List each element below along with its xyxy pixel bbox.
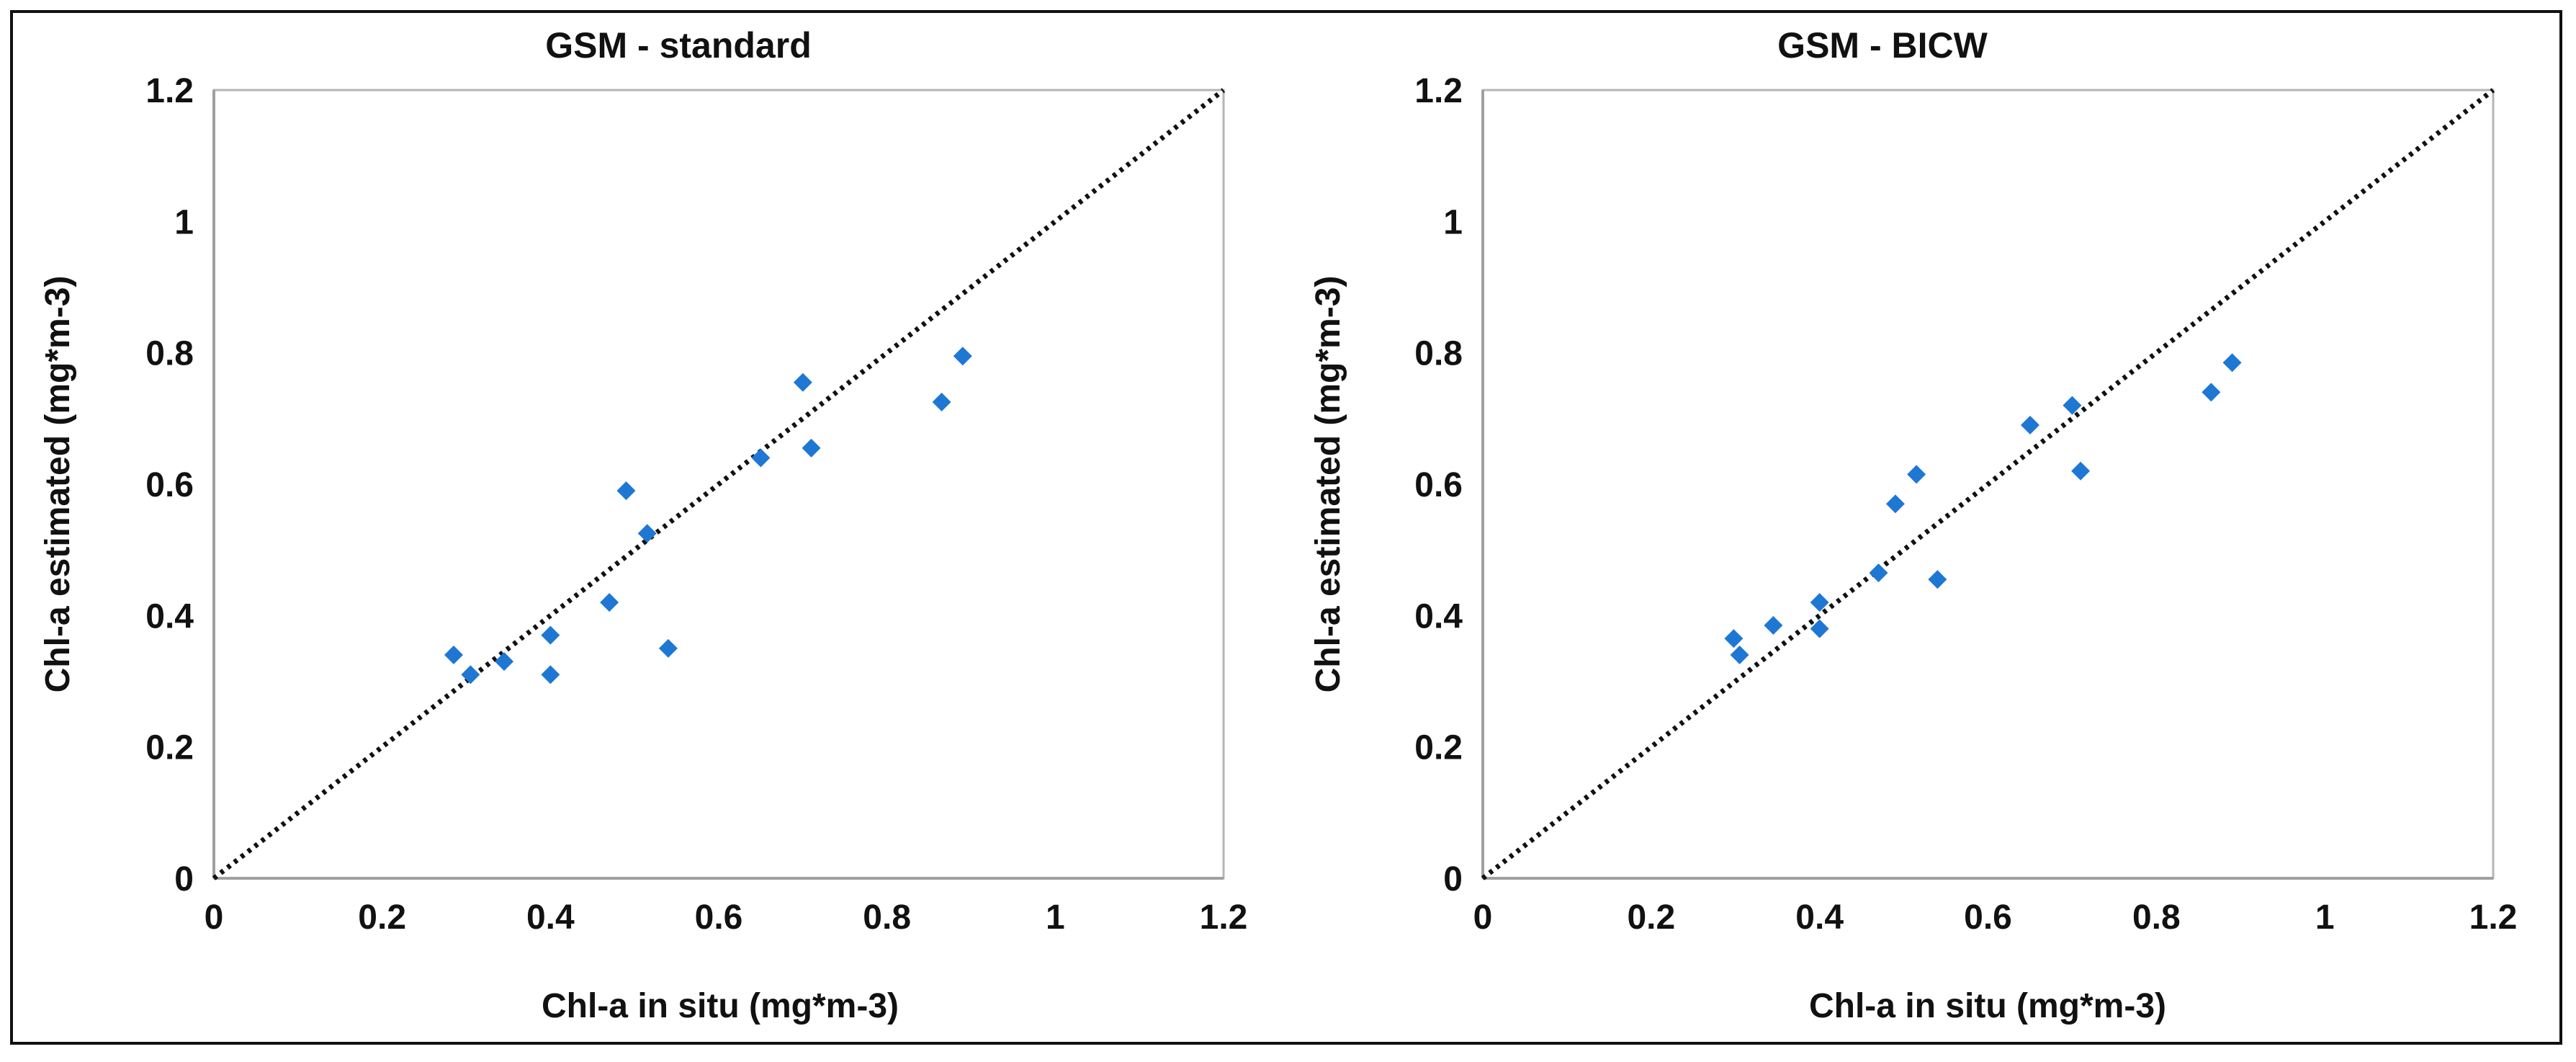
- data-point: [541, 625, 560, 645]
- x-tick-label: 0.6: [1964, 898, 2012, 937]
- y-tick-label: 0.6: [145, 466, 194, 504]
- x-axis-label: Chl-a in situ (mg*m-3): [1809, 987, 2166, 1025]
- chart-panel-gsm-bicw: GSM - BICW 0 0.2 0.4 0.6 0.8 1 1.2 0 0.2 0.4 0.6 0…: [1309, 25, 2517, 1025]
- data-point: [637, 524, 657, 543]
- y-tick-label: 1: [1443, 203, 1463, 241]
- y-axis-label: Chl-a estimated (mg*m-3): [1309, 276, 1347, 693]
- x-tick-label: 0: [205, 898, 224, 937]
- data-point: [2202, 383, 2221, 402]
- x-tick-label: 0.2: [358, 898, 406, 937]
- data-point: [495, 652, 514, 671]
- y-tick-label: 0.8: [1414, 335, 1463, 373]
- chart-title: GSM - BICW: [1777, 25, 1988, 66]
- x-tick-label: 0.2: [1627, 898, 1675, 937]
- y-tick-label: 1: [174, 203, 194, 241]
- x-tick-label: 0.8: [863, 898, 911, 937]
- y-tick-label: 0.2: [145, 729, 194, 767]
- data-point: [2071, 461, 2091, 481]
- data-point: [1907, 465, 1926, 484]
- y-tick-label: 1.2: [1414, 72, 1463, 110]
- x-tick-label: 1.2: [1200, 898, 1248, 937]
- x-tick-label: 1: [1046, 898, 1065, 937]
- y-tick-label: 0.2: [1414, 729, 1463, 767]
- one-to-one-line: [1481, 88, 2495, 880]
- data-point: [616, 481, 636, 501]
- data-point: [461, 665, 480, 684]
- x-tick-label: 0.4: [1795, 898, 1844, 937]
- chart-panel-gsm-standard: GSM - standard 0 0.2 0.4 0.6 0.8 1 1.2 0 0.2 0.4…: [39, 25, 1247, 1025]
- data-point: [2020, 415, 2039, 434]
- y-tick-label: 0.8: [145, 335, 194, 373]
- y-axis-label: Chl-a estimated (mg*m-3): [39, 276, 77, 693]
- data-point: [802, 438, 821, 458]
- x-tick-label: 0.4: [526, 898, 575, 937]
- y-tick-label: 0.4: [145, 597, 194, 635]
- data-point: [1764, 616, 1783, 635]
- data-point: [658, 638, 678, 658]
- data-point: [932, 393, 951, 412]
- x-axis-label: Chl-a in situ (mg*m-3): [542, 987, 899, 1025]
- y-tick-label: 0: [174, 860, 194, 898]
- data-point: [2222, 353, 2242, 372]
- data-point: [1928, 570, 1947, 589]
- x-tick-label: 0: [1473, 898, 1493, 937]
- data-point: [793, 372, 812, 392]
- data-point: [1869, 563, 1888, 583]
- x-tick-label: 0.6: [695, 898, 743, 937]
- x-tick-label: 1.2: [2469, 898, 2518, 937]
- data-point: [1730, 646, 1749, 665]
- y-tick-label: 1.2: [145, 72, 194, 110]
- y-tick-label: 0.4: [1414, 597, 1463, 635]
- data-point: [953, 347, 972, 366]
- data-point: [600, 593, 619, 612]
- data-point: [751, 448, 771, 468]
- y-tick-label: 0.6: [1414, 466, 1463, 504]
- data-point: [1724, 629, 1743, 648]
- data-point: [1885, 494, 1905, 514]
- data-point: [444, 646, 463, 665]
- data-point: [2063, 396, 2082, 415]
- data-point: [541, 665, 560, 684]
- x-tick-label: 1: [2315, 898, 2335, 937]
- chart-title: GSM - standard: [545, 25, 811, 66]
- data-point: [1810, 619, 1829, 638]
- x-tick-label: 0.8: [2132, 898, 2181, 937]
- y-tick-label: 0: [1443, 860, 1463, 898]
- one-to-one-line: [212, 88, 1226, 880]
- data-point: [1810, 593, 1829, 612]
